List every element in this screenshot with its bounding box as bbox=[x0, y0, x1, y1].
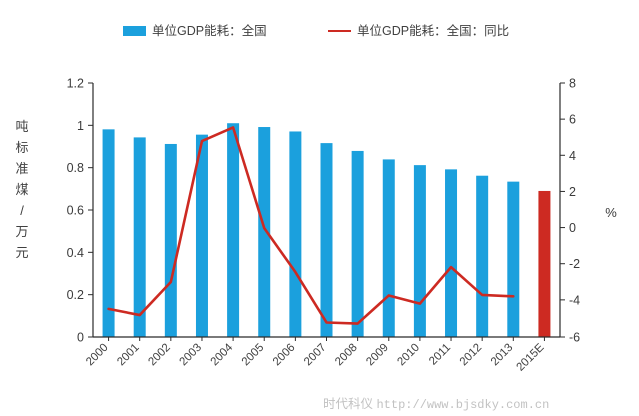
svg-text:2007: 2007 bbox=[302, 342, 329, 369]
svg-text:2005: 2005 bbox=[240, 342, 267, 369]
svg-text:2015E: 2015E bbox=[515, 341, 547, 373]
svg-text:1.2: 1.2 bbox=[67, 77, 84, 91]
svg-text:2004: 2004 bbox=[209, 341, 236, 368]
svg-text:吨: 吨 bbox=[15, 119, 28, 134]
svg-text:2012: 2012 bbox=[458, 342, 485, 369]
svg-text:4: 4 bbox=[569, 149, 576, 163]
svg-text:单位GDP能耗：全国: 单位GDP能耗：全国 bbox=[152, 23, 267, 38]
svg-text:0.6: 0.6 bbox=[67, 204, 84, 218]
svg-text:时代科仪 http://www.bjsdky.com.cn: 时代科仪 http://www.bjsdky.com.cn bbox=[323, 397, 549, 412]
svg-text:%: % bbox=[605, 205, 617, 220]
svg-text:万: 万 bbox=[15, 224, 28, 239]
svg-text:/: / bbox=[20, 203, 24, 218]
svg-text:0.2: 0.2 bbox=[67, 288, 84, 302]
svg-text:2001: 2001 bbox=[115, 342, 142, 369]
svg-text:2008: 2008 bbox=[333, 342, 360, 369]
svg-text:8: 8 bbox=[569, 77, 576, 91]
svg-text:2: 2 bbox=[569, 185, 576, 199]
svg-text:6: 6 bbox=[569, 113, 576, 127]
svg-text:2000: 2000 bbox=[84, 342, 111, 369]
svg-text:1: 1 bbox=[77, 119, 84, 133]
svg-text:2003: 2003 bbox=[178, 342, 205, 369]
svg-text:2006: 2006 bbox=[271, 342, 298, 369]
svg-text:0.4: 0.4 bbox=[67, 246, 84, 260]
svg-text:标: 标 bbox=[15, 140, 28, 155]
svg-text:-6: -6 bbox=[569, 331, 580, 345]
svg-text:-2: -2 bbox=[569, 257, 580, 271]
svg-text:元: 元 bbox=[15, 245, 28, 260]
svg-text:-4: -4 bbox=[569, 293, 580, 307]
svg-text:0.8: 0.8 bbox=[67, 161, 84, 175]
svg-text:2010: 2010 bbox=[395, 342, 422, 369]
svg-text:2011: 2011 bbox=[427, 342, 453, 368]
svg-text:0: 0 bbox=[77, 331, 84, 345]
svg-text:单位GDP能耗：全国：同比: 单位GDP能耗：全国：同比 bbox=[357, 23, 509, 38]
svg-text:0: 0 bbox=[569, 221, 576, 235]
svg-text:2013: 2013 bbox=[489, 342, 516, 369]
svg-text:准: 准 bbox=[15, 161, 28, 176]
svg-text:2002: 2002 bbox=[146, 342, 173, 369]
svg-text:煤: 煤 bbox=[15, 182, 28, 197]
svg-text:2009: 2009 bbox=[364, 342, 391, 369]
